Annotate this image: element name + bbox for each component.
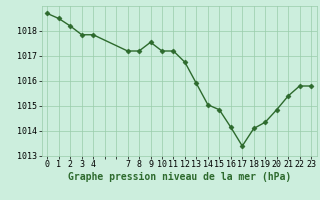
X-axis label: Graphe pression niveau de la mer (hPa): Graphe pression niveau de la mer (hPa) xyxy=(68,172,291,182)
